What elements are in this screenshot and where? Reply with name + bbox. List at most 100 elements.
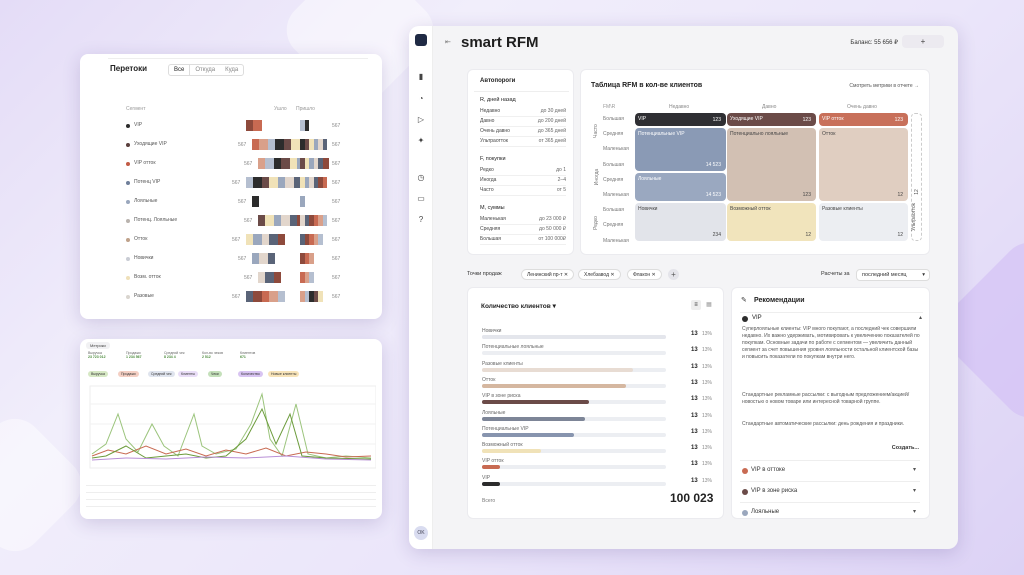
chevron-down-icon: ▾: [922, 272, 925, 278]
metric-chip[interactable]: Клиенты: [178, 371, 199, 377]
topup-button[interactable]: +: [902, 35, 944, 48]
threshold-value: до 30 дней: [540, 108, 566, 114]
filter-from[interactable]: Откуда: [195, 67, 216, 73]
user-avatar[interactable]: OK: [414, 526, 428, 540]
rec-accordion-item[interactable]: VIP в оттоке ▾: [740, 460, 920, 480]
list-view-icon[interactable]: ≡: [691, 300, 701, 310]
period-select[interactable]: последний месяц ▾: [856, 269, 930, 281]
card-icon[interactable]: ▭: [417, 194, 425, 203]
clock-icon[interactable]: ◷: [417, 173, 425, 182]
client-segment-row[interactable]: VIP отток 13 13%: [480, 458, 716, 474]
rec-accordion-item[interactable]: Лояльные ▾: [740, 502, 920, 522]
flow-row[interactable]: Возм. отток 567 567: [110, 272, 370, 286]
metric-chip[interactable]: Количество: [238, 371, 263, 377]
metric-chip[interactable]: Средний чек: [148, 371, 175, 377]
app-logo[interactable]: [415, 34, 427, 46]
kpi-item[interactable]: Клиентов 671: [240, 351, 274, 367]
threshold-row[interactable]: Иногда 2–4: [480, 177, 566, 186]
series-line: [91, 445, 372, 458]
threshold-row[interactable]: Недавно до 30 дней: [480, 108, 566, 117]
client-segment-row[interactable]: Потенциальные VIP 13 13%: [480, 426, 716, 442]
client-segment-row[interactable]: Лояльные 13 13%: [480, 410, 716, 426]
client-segment-row[interactable]: Возможный отток 13 13%: [480, 442, 716, 458]
flow-row[interactable]: VIP отток 567 567: [110, 158, 370, 172]
grid-view-icon[interactable]: ▦: [706, 302, 712, 308]
threshold-row[interactable]: Давно до 200 дней: [480, 118, 566, 127]
threshold-key: Часто: [480, 187, 494, 193]
sales-points-label: Точки продаж: [467, 271, 502, 277]
threshold-row[interactable]: Ультраотток от 365 дней: [480, 138, 566, 147]
rfm-cell-potvip[interactable]: Потенциальные VIP 14 523: [635, 128, 726, 171]
rfm-cell-possible[interactable]: Возможный отток 12: [727, 203, 816, 241]
clients-title[interactable]: Количество клиентов ▾: [481, 303, 556, 310]
in-count: 567: [332, 142, 341, 148]
client-segment-row[interactable]: Новички 13 13%: [480, 328, 716, 344]
client-segment-row[interactable]: VIP 13 13%: [480, 475, 716, 491]
rfm-cell-potloyal[interactable]: Потенциально лояльные 123: [727, 128, 816, 201]
rfm-cell-leaving[interactable]: Уходящие VIP 123: [727, 113, 816, 126]
metric-chip[interactable]: Выручка: [88, 371, 108, 377]
threshold-row[interactable]: Очень давно до 365 дней: [480, 128, 566, 137]
create-button[interactable]: Создать...: [891, 445, 919, 451]
help-icon[interactable]: ?: [418, 215, 424, 224]
metrics-link[interactable]: Смотреть метрики в отчете →: [849, 83, 919, 89]
segment-dot: [126, 238, 130, 242]
rec-accordion-item[interactable]: VIP в зоне риска ▾: [740, 481, 920, 501]
rfm-cell-vip[interactable]: VIP 123: [635, 113, 726, 126]
flow-row[interactable]: Потенц VIP 567 567: [110, 177, 370, 191]
rfm-cell-vipout[interactable]: VIP отток 123: [819, 113, 908, 126]
metric-chip[interactable]: Чеки: [208, 371, 222, 377]
in-bar: [300, 196, 305, 207]
rfm-cell-count: 123: [802, 192, 811, 198]
chevron-up-icon[interactable]: ▴: [918, 315, 922, 321]
client-segment-row[interactable]: VIP в зоне риска 13 13%: [480, 393, 716, 409]
flow-row[interactable]: VIP 567: [110, 120, 370, 134]
metric-chip[interactable]: Новые клиенты: [268, 371, 300, 377]
ultra-churn-column[interactable]: Ультраотток 12: [911, 113, 922, 241]
flows-card: Перетоки Все Откуда Куда Сегмент Ушло Пр…: [80, 54, 382, 319]
threshold-row[interactable]: Часто от 5: [480, 187, 566, 196]
in-count: 567: [332, 123, 341, 129]
recs-title: Рекомендации: [754, 297, 805, 304]
rfm-cell-newbie[interactable]: Новички 234: [635, 203, 726, 241]
flow-row[interactable]: Потенц. Лояльные 567 567: [110, 215, 370, 229]
metrics-table: [86, 479, 376, 515]
threshold-row[interactable]: Редко до 1: [480, 167, 566, 176]
kpi-item[interactable]: Продажи 1 234 567: [126, 351, 160, 367]
flow-row[interactable]: Отток 567 567: [110, 234, 370, 248]
client-segment-row[interactable]: Разовые клиенты 13 13%: [480, 361, 716, 377]
threshold-row[interactable]: Большая от 100 000₽: [480, 236, 566, 245]
filter-all[interactable]: Все: [169, 65, 191, 75]
rfm-cell-once[interactable]: Разовые клиенты 12: [819, 203, 908, 241]
m-label: Большая: [603, 207, 624, 214]
bar-fill: [482, 416, 586, 421]
metric-chip[interactable]: Продажи: [118, 371, 139, 377]
client-segment-row[interactable]: Потенциальные лояльные 13 13%: [480, 344, 716, 360]
flow-row[interactable]: Уходящие VIP 567 567: [110, 139, 370, 153]
segment-label: Разовые: [134, 293, 154, 299]
kpi-item[interactable]: Средний чек 8 234 4: [164, 351, 198, 367]
flow-row[interactable]: Лояльные 567 567: [110, 196, 370, 210]
add-tag-button[interactable]: +: [668, 269, 679, 280]
user-icon[interactable]: ◔: [418, 94, 424, 103]
threshold-row[interactable]: Маленькая до 23 000 ₽: [480, 216, 566, 225]
flow-row[interactable]: Новички 567 567: [110, 253, 370, 267]
chart-icon[interactable]: ▮: [418, 72, 424, 81]
threshold-row[interactable]: Средняя до 50 000 ₽: [480, 226, 566, 235]
metrics-tab[interactable]: Метрики: [86, 342, 110, 349]
tag-khlebzavod[interactable]: Хлебзавод ✕: [578, 269, 621, 280]
tag-leninsky[interactable]: Ленинский пр-т ✕: [521, 269, 575, 280]
send-icon[interactable]: ▷: [417, 115, 425, 124]
collapse-icon[interactable]: ⇤: [445, 39, 451, 46]
m-label: Маленькая: [603, 192, 629, 198]
rfm-cell-loyal[interactable]: Лояльные 14 523: [635, 173, 726, 201]
kpi-item[interactable]: Кол-во чеков 2 512: [202, 351, 236, 367]
vip-heading[interactable]: VIP: [752, 315, 762, 321]
tag-flakon[interactable]: Флакон ✕: [627, 269, 662, 280]
filter-to[interactable]: Куда: [225, 67, 239, 73]
client-segment-row[interactable]: Отток 13 13%: [480, 377, 716, 393]
rfm-cell-churn[interactable]: Отток 12: [819, 128, 908, 201]
kpi-item[interactable]: Выручка 23 723 012: [88, 351, 122, 367]
magic-wand-icon[interactable]: ✦: [417, 136, 425, 145]
flow-row[interactable]: Разовые 567 567: [110, 291, 370, 305]
